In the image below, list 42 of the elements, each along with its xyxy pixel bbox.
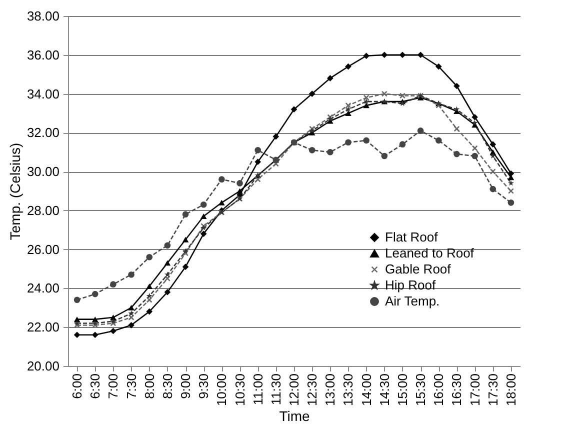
y-tick-label: 30.00 (26, 164, 60, 180)
y-tick-label: 20.00 (26, 358, 60, 374)
x-tick-label: 15:30 (413, 374, 428, 406)
x-tick-label: 7:00 (106, 374, 121, 399)
x-tick-label: 11:30 (268, 374, 284, 406)
x-tick-label: 11:00 (250, 374, 266, 406)
x-tick-label: 12:00 (286, 374, 302, 406)
x-tick-label: 9:30 (196, 374, 212, 399)
x-tick-label: 17:30 (485, 374, 500, 406)
y-tick-label: 26.00 (26, 242, 60, 257)
x-tick-label: 9:00 (178, 374, 194, 399)
x-tick-label: 16:00 (431, 374, 446, 406)
y-tick-label: 38.00 (26, 8, 60, 24)
x-tick-label: 13:00 (322, 374, 338, 406)
y-axis-title: Temp. (Celsius) (6, 142, 23, 240)
x-tick-label: 8:30 (160, 374, 175, 399)
y-tick-label: 28.00 (26, 202, 60, 218)
y-tick-label: 34.00 (26, 86, 60, 102)
x-tick-label: 14:30 (376, 374, 392, 406)
x-tick-label: 7:30 (124, 374, 139, 399)
y-tick-label: 36.00 (26, 47, 60, 62)
legend-label: Gable Roof (385, 262, 452, 276)
x-tick-label: 15:00 (394, 374, 410, 406)
legend-label: Hip Roof (385, 278, 436, 292)
x-tick-label: 10:30 (232, 374, 248, 406)
x-tick-label: 8:00 (142, 374, 157, 399)
x-tick-label: 14:00 (358, 374, 374, 406)
y-tick-label: 24.00 (26, 280, 60, 296)
legend-label: Leaned to Roof (385, 246, 474, 260)
legend-label: Flat Roof (385, 230, 438, 244)
x-tick-label: 17:00 (467, 374, 482, 406)
y-tick-label: 22.00 (26, 320, 60, 335)
x-axis-title: Time (279, 408, 310, 424)
x-tick-label: 6:30 (88, 374, 103, 399)
legend-label: Air Temp. (385, 294, 440, 308)
x-tick-label: 6:00 (70, 374, 85, 399)
x-tick-label: 13:30 (340, 374, 356, 406)
x-tick-label: 16:30 (449, 374, 464, 406)
x-tick-label: 18:00 (503, 374, 518, 406)
x-tick-label: 12:30 (304, 374, 320, 406)
y-tick-label: 32.00 (26, 125, 60, 140)
x-tick-label: 10:00 (214, 374, 230, 406)
